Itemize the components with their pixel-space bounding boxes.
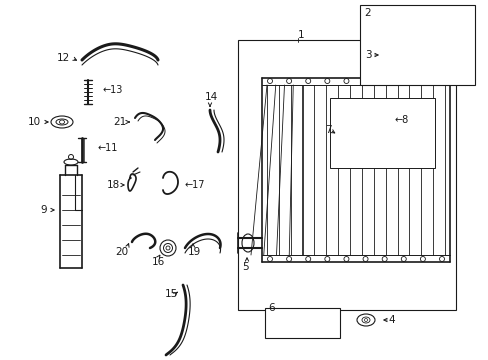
Text: 15: 15 bbox=[164, 289, 178, 299]
Text: 9: 9 bbox=[40, 205, 46, 215]
Text: 16: 16 bbox=[152, 257, 165, 267]
Text: 19: 19 bbox=[187, 247, 201, 257]
Text: 3: 3 bbox=[364, 50, 371, 60]
Text: ←8: ←8 bbox=[394, 115, 408, 125]
Text: 12: 12 bbox=[57, 53, 70, 63]
Text: 18: 18 bbox=[107, 180, 120, 190]
Text: 14: 14 bbox=[204, 92, 218, 102]
Bar bbox=[359, 5, 474, 85]
Text: 4: 4 bbox=[387, 315, 394, 325]
Bar bbox=[238, 40, 455, 310]
Text: ←11: ←11 bbox=[98, 143, 118, 153]
Text: 21: 21 bbox=[113, 117, 126, 127]
Text: ←17: ←17 bbox=[184, 180, 205, 190]
Text: 6: 6 bbox=[267, 303, 274, 313]
Text: 1: 1 bbox=[297, 30, 304, 40]
Bar bbox=[329, 98, 434, 168]
Text: 2: 2 bbox=[363, 8, 370, 18]
Text: 7: 7 bbox=[325, 125, 331, 135]
Text: 20: 20 bbox=[115, 247, 128, 257]
Text: 10: 10 bbox=[28, 117, 41, 127]
Text: ←13: ←13 bbox=[103, 85, 123, 95]
Bar bbox=[264, 308, 339, 338]
Text: 5: 5 bbox=[242, 262, 248, 272]
